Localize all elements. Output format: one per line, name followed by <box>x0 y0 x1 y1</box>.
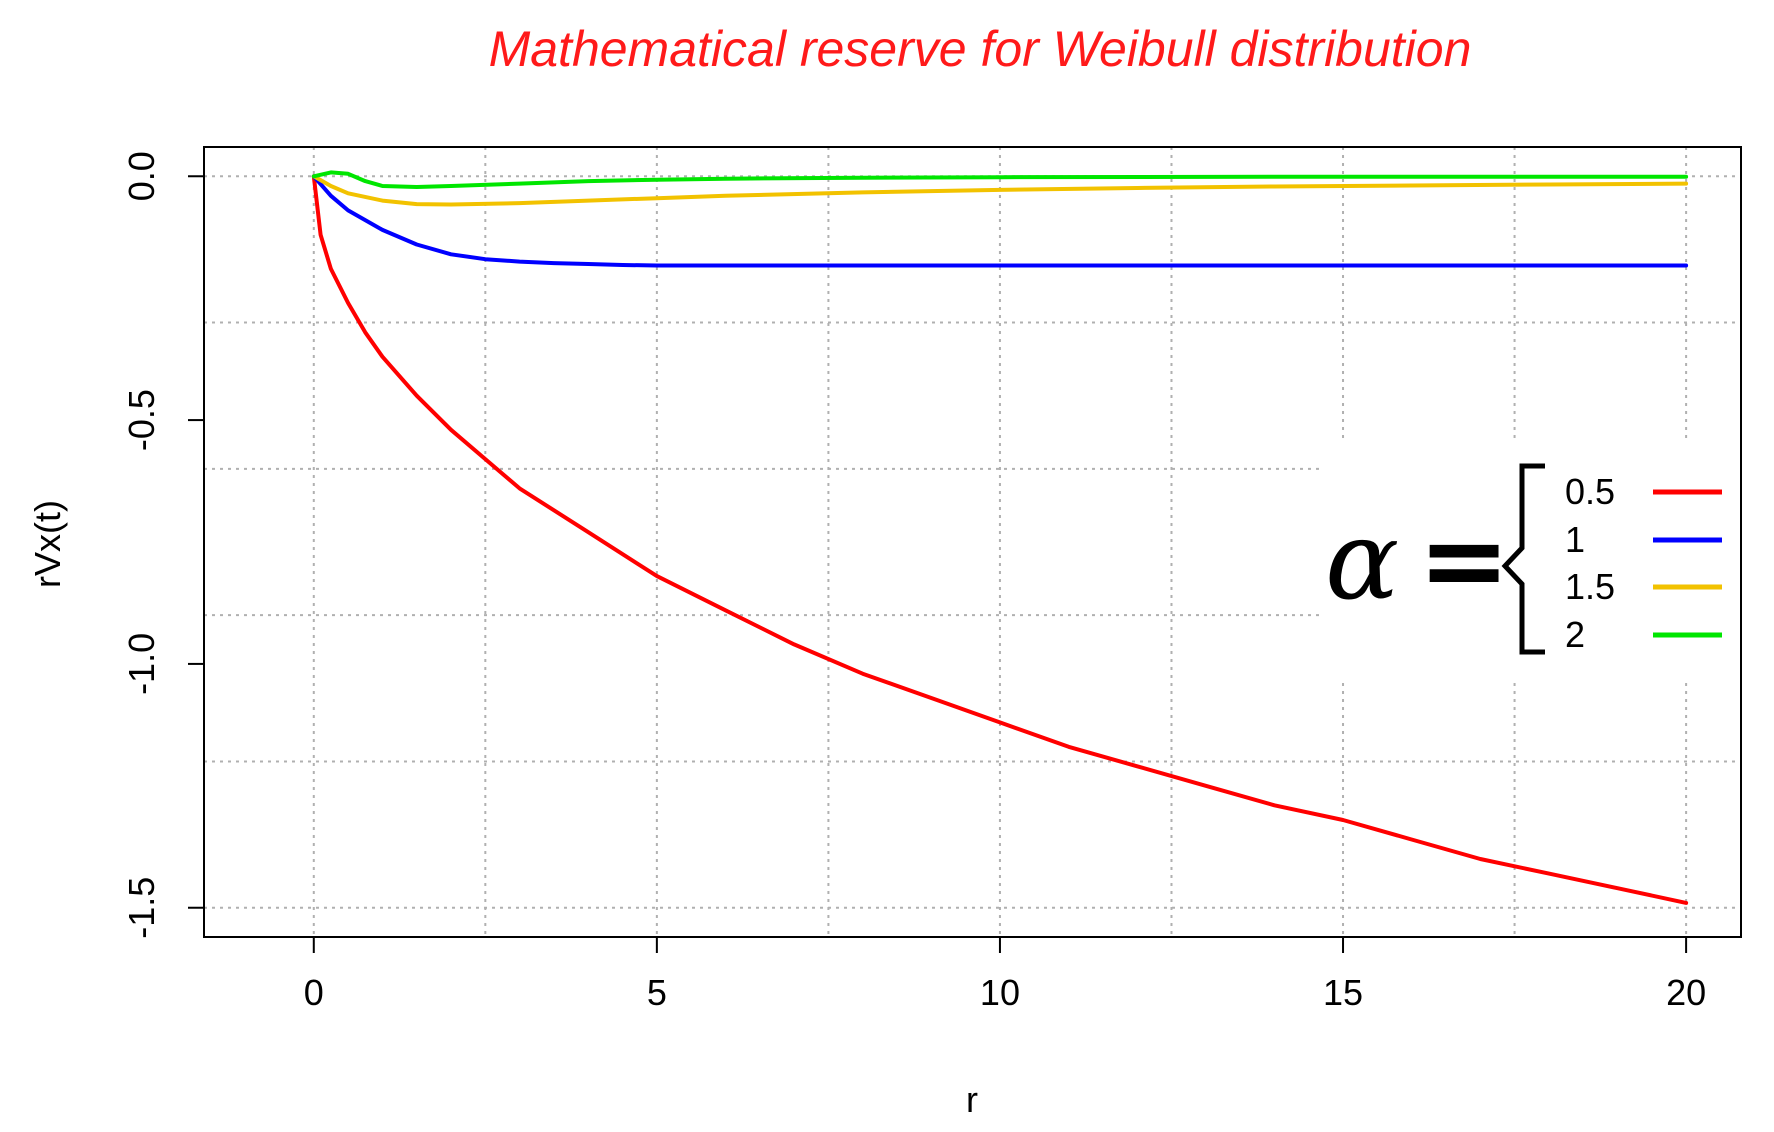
legend-label: 1 <box>1565 519 1585 560</box>
legend-entries: 0.5 1 1.5 2 <box>1565 471 1722 655</box>
series-line-2 <box>311 170 1689 189</box>
x-tick-label: 15 <box>1323 972 1363 1013</box>
legend-equals-sign: = <box>1418 496 1510 624</box>
series-layer <box>311 170 1689 905</box>
series-line-1 <box>311 174 1689 268</box>
legend-label: 2 <box>1565 614 1585 655</box>
y-tick-label: -1.0 <box>121 633 162 695</box>
y-tick-label: 0.0 <box>121 151 162 201</box>
legend: α = 0.5 1 1.5 2 <box>1325 463 1722 655</box>
y-tick-label: -0.5 <box>121 389 162 451</box>
y-axis-label: rVx(t) <box>27 500 68 588</box>
legend-brace <box>1501 463 1545 655</box>
legend-label: 0.5 <box>1565 471 1615 512</box>
x-axis-label: r <box>966 1079 978 1120</box>
x-tick-label: 5 <box>647 972 667 1013</box>
legend-background <box>1320 440 1740 680</box>
chart-title: Mathematical reserve for Weibull distrib… <box>489 21 1472 77</box>
x-tick-label: 20 <box>1666 972 1706 1013</box>
series-line-0-5 <box>311 174 1689 905</box>
y-tick-label: -1.5 <box>121 877 162 939</box>
legend-label: 1.5 <box>1565 566 1615 607</box>
series-line-1-5 <box>311 174 1689 207</box>
x-tick-label: 10 <box>980 972 1020 1013</box>
y-axis: 0.0 -0.5 -1.0 -1.5 <box>121 151 204 939</box>
x-axis: 0 5 10 15 20 <box>304 936 1706 1013</box>
legend-alpha-symbol: α <box>1325 496 1399 624</box>
x-tick-label: 0 <box>304 972 324 1013</box>
